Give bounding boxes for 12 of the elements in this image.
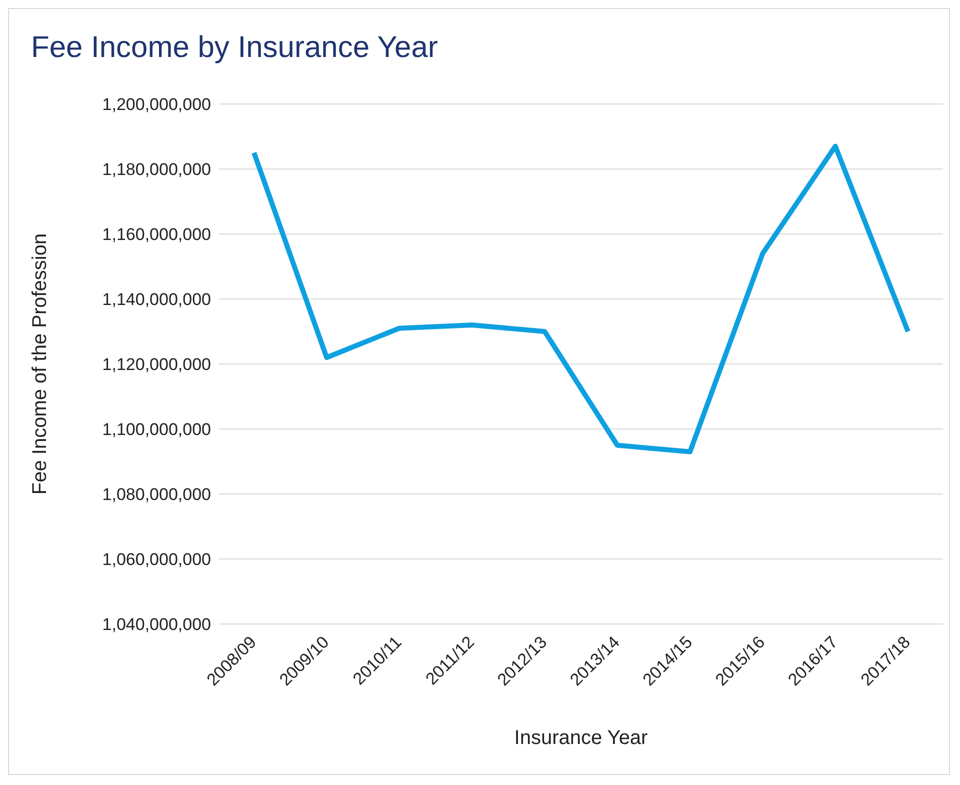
y-tick-label: 1,160,000,000: [102, 225, 211, 244]
y-tick-label: 1,100,000,000: [102, 420, 211, 440]
y-tick-label: 1,200,000,000: [102, 95, 211, 114]
y-tick-label: 1,040,000,000: [102, 615, 211, 634]
y-tick-label: 1,140,000,000: [102, 290, 211, 310]
y-tick-label: 1,180,000,000: [102, 160, 211, 180]
chart-title: Fee Income by Insurance Year: [31, 31, 438, 65]
x-axis-title: Insurance Year: [514, 727, 648, 749]
y-tick-label: 1,080,000,000: [102, 485, 211, 504]
y-tick-label: 1,120,000,000: [102, 355, 211, 374]
y-tick-label: 1,060,000,000: [102, 550, 211, 570]
y-axis-title: Fee Income of the Profession: [29, 233, 52, 495]
